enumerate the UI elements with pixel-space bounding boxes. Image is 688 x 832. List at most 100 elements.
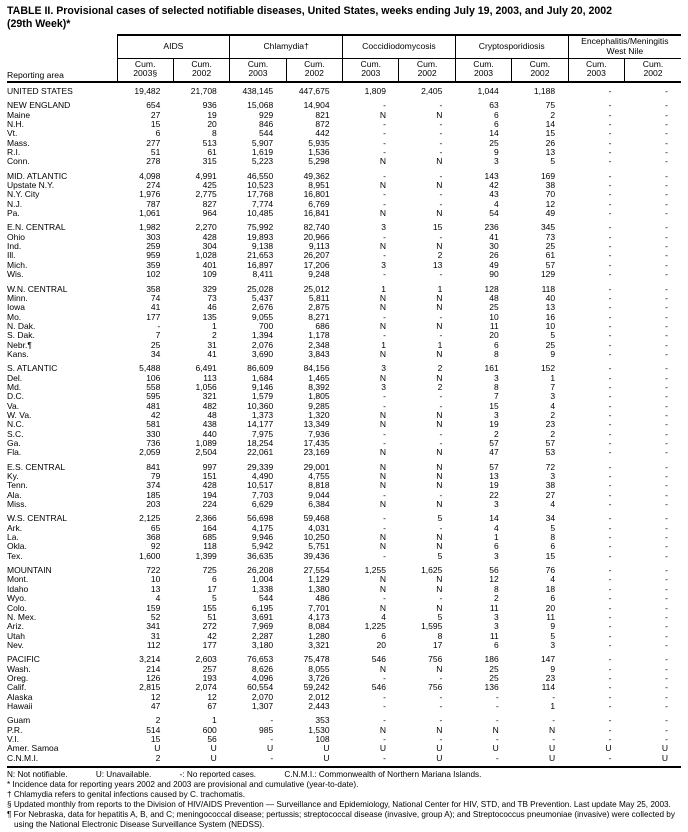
value-cell: - xyxy=(608,602,612,613)
table-row: D.C. 595 321 1,579 1,805 - - 7 3 - - xyxy=(7,391,681,402)
value-cell: 49 xyxy=(545,208,556,219)
value-cell: 38 xyxy=(545,180,556,191)
value-cell: - xyxy=(665,593,668,604)
value-cell: - xyxy=(608,438,612,448)
value-cell: 1,255 xyxy=(364,565,386,576)
value-cell: - xyxy=(608,283,612,294)
table-row: Ky. 79 151 4,490 4,755 N N 13 3 - - xyxy=(7,471,681,482)
value-cell: N xyxy=(379,480,386,491)
reporting-area-cell: Ala. xyxy=(7,489,22,500)
value-cell: 147 xyxy=(540,654,556,665)
value-cell: 12 xyxy=(489,574,499,585)
value-cell: 1,399 xyxy=(195,550,217,561)
value-cell: 315 xyxy=(202,156,217,167)
value-cell: 2,504 xyxy=(195,447,217,458)
value-cell: 558 xyxy=(146,381,161,392)
reporting-area-cell: N.H. xyxy=(7,119,24,129)
value-cell: 42 xyxy=(207,630,217,641)
value-cell: - xyxy=(608,311,612,322)
column-header-cum: Cum. 2003§ xyxy=(116,58,174,83)
value-cell: 22 xyxy=(489,489,499,500)
value-cell: 128 xyxy=(484,283,499,294)
value-cell: 595 xyxy=(146,391,161,402)
value-cell: 278 xyxy=(146,156,161,167)
value-cell: - xyxy=(665,381,668,392)
value-cell: - xyxy=(665,363,668,374)
table-row: Utah 31 42 2,287 1,280 6 8 11 5 - - xyxy=(7,630,681,641)
value-cell: 2,348 xyxy=(308,339,330,350)
value-cell: 75,478 xyxy=(303,654,330,665)
value-cell: 259 xyxy=(146,241,161,252)
value-cell: 60,554 xyxy=(247,682,274,693)
value-cell: U xyxy=(267,743,274,754)
value-cell: - xyxy=(665,137,668,148)
value-cell: - xyxy=(270,733,274,744)
table-row: Wis. 102 109 8,411 9,248 - - 90 129 - - xyxy=(7,269,681,279)
value-cell: 16,801 xyxy=(303,189,330,200)
legend-not-notifiable: N: Not notifiable. xyxy=(7,770,68,779)
value-cell: - xyxy=(383,593,386,604)
value-cell: 84,156 xyxy=(303,363,330,374)
value-cell: 3 xyxy=(494,499,499,510)
table-row: Amer. Samoa U U U U U U U U U U xyxy=(7,743,681,754)
value-cell: 1,044 xyxy=(477,85,499,96)
value-cell: - xyxy=(608,419,612,430)
value-cell: 151 xyxy=(202,471,217,482)
value-cell: 2,775 xyxy=(195,189,217,200)
value-cell: - xyxy=(665,283,668,294)
value-cell: - xyxy=(665,231,668,242)
value-cell: 57 xyxy=(489,461,499,472)
value-cell: 25 xyxy=(489,663,499,674)
value-cell: 1,579 xyxy=(251,391,274,402)
value-cell: 341 xyxy=(146,621,161,632)
value-cell: 3 xyxy=(494,409,499,420)
value-cell: - xyxy=(608,733,612,744)
value-cell: 7,936 xyxy=(308,428,330,439)
value-cell: 2 xyxy=(550,428,556,439)
value-cell: - xyxy=(608,147,612,158)
value-cell: - xyxy=(665,348,668,359)
value-cell: 11 xyxy=(546,611,556,622)
value-cell: 1,530 xyxy=(308,724,330,735)
value-cell: 25,028 xyxy=(247,283,274,294)
value-cell: U xyxy=(379,743,386,754)
value-cell: 5,751 xyxy=(308,541,330,552)
value-cell: 330 xyxy=(146,428,161,439)
reporting-area-cell: R.I. xyxy=(7,147,21,158)
value-cell: 48 xyxy=(207,409,217,420)
value-cell: 514 xyxy=(146,724,161,735)
value-cell: 47 xyxy=(489,447,499,458)
value-cell: U xyxy=(154,743,161,754)
value-cell: 26,208 xyxy=(247,565,274,576)
value-cell: - xyxy=(383,691,386,702)
table-row: Ohio 303 428 19,893 20,966 - - 41 73 - - xyxy=(7,231,681,242)
value-cell: 368 xyxy=(146,532,161,543)
value-cell: - xyxy=(608,339,612,350)
value-cell: N xyxy=(379,447,386,458)
value-cell: N xyxy=(436,109,443,120)
value-cell: 18 xyxy=(545,583,556,594)
value-cell: 8 xyxy=(494,348,499,359)
value-cell: N xyxy=(436,409,443,420)
value-cell: 25,012 xyxy=(303,283,330,294)
value-cell: 13 xyxy=(545,302,556,313)
value-cell: - xyxy=(665,320,668,331)
value-cell: N xyxy=(436,461,443,472)
value-cell: - xyxy=(552,691,556,702)
value-cell: - xyxy=(439,489,443,500)
table-row: N. Dak. - 1 700 686 N N 11 10 - - xyxy=(7,320,681,331)
column-header-cum: Cum. 2003 xyxy=(229,58,287,83)
value-cell: 756 xyxy=(428,654,443,665)
value-cell: 53 xyxy=(545,447,556,458)
table-row: S. Dak. 7 2 1,394 1,178 - - 20 5 - - xyxy=(7,330,681,340)
value-cell: 42 xyxy=(150,409,161,420)
value-cell: 16 xyxy=(545,311,556,322)
value-cell: 4 xyxy=(550,499,556,510)
value-cell: - xyxy=(383,700,386,711)
value-cell: 40 xyxy=(545,292,556,303)
table-row: Ill. 959 1,028 21,653 26,207 - 2 26 61 - - xyxy=(7,251,681,261)
value-cell: 12 xyxy=(545,198,556,209)
value-cell: 12 xyxy=(150,691,161,702)
value-cell: 27 xyxy=(150,109,161,120)
value-cell: 846 xyxy=(258,119,274,129)
